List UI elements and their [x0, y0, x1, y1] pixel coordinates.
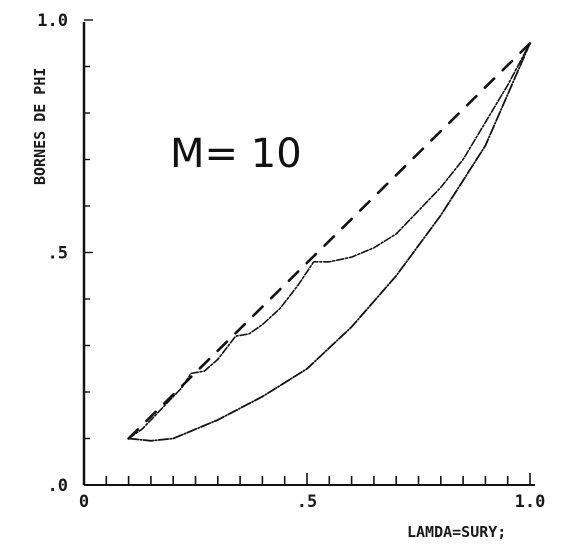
x-tick-label: 0 [79, 492, 89, 512]
x-tick-label: .5 [297, 492, 317, 512]
x-tick-label: 1.0 [515, 492, 546, 512]
y-tick-label: .0 [48, 476, 68, 496]
y-axis-label: BORNES DE PHI [31, 68, 49, 185]
x-axis-label: LAMDA=SURY; [407, 523, 506, 541]
series [127, 42, 532, 442]
series-line-scalloped [127, 42, 531, 440]
axes [82, 22, 535, 486]
annotation-m: M= 10 [170, 131, 302, 177]
series-line-solid [127, 42, 531, 442]
ticks: 0 .5 1.0 .0 .5 1.0 [37, 11, 545, 512]
series-line-dashed [127, 42, 532, 440]
y-tick-label: 1.0 [37, 11, 68, 31]
y-tick-label: .5 [48, 244, 68, 264]
